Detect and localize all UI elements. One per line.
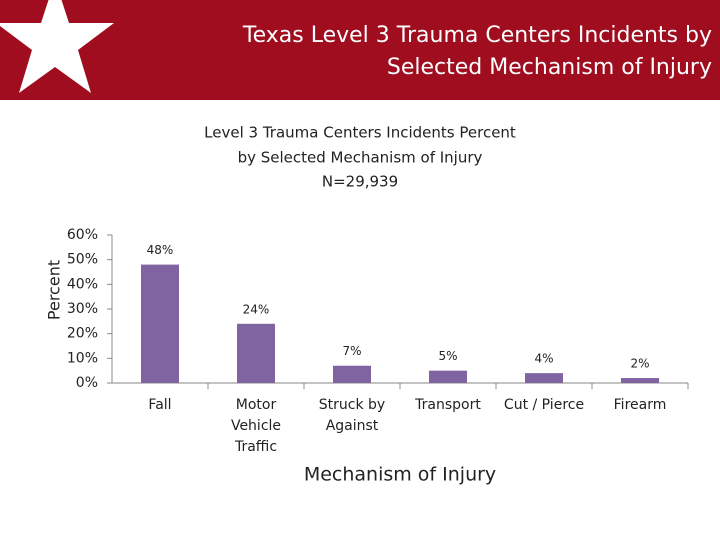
y-axis-title: Percent [45,260,64,320]
value-label: 24% [243,302,270,316]
x-tick-label: Struck by Against [318,397,386,434]
x-tick-label: Transport [415,397,481,413]
chart-title: N=29,939 [322,173,398,191]
star [0,0,114,93]
y-tick-label: 60% [67,227,98,243]
x-tick-label: Firearm [613,397,667,413]
chart-title: Level 3 Trauma Centers Incidents Percent [204,124,516,142]
bar [333,365,371,383]
bar [429,370,467,383]
value-label: 4% [534,352,553,366]
value-label: 5% [438,349,457,363]
y-tick-label: 10% [67,350,98,366]
x-tick-label: Fall [148,397,172,413]
bar [525,373,563,383]
y-tick-label: 50% [67,252,98,268]
y-tick-label: 40% [67,276,98,292]
bar [141,264,179,383]
value-label: 2% [630,357,649,371]
bar [621,378,659,383]
slide-title: Selected Mechanism of Injury [387,55,712,80]
y-tick-label: 30% [67,301,98,317]
y-tick-label: 0% [76,375,98,391]
value-label: 7% [342,344,361,358]
slide-title: Texas Level 3 Trauma Centers Incidents b… [242,23,712,48]
x-tick-label: Motor Vehicle Traffic [230,397,282,455]
header-band [0,0,720,100]
bar [237,323,275,383]
y-tick-label: 20% [67,326,98,342]
x-axis-title: Mechanism of Injury [304,464,496,486]
value-label: 48% [147,243,174,257]
chart-title: by Selected Mechanism of Injury [238,149,483,167]
x-tick-label: Cut / Pierce [503,397,585,413]
